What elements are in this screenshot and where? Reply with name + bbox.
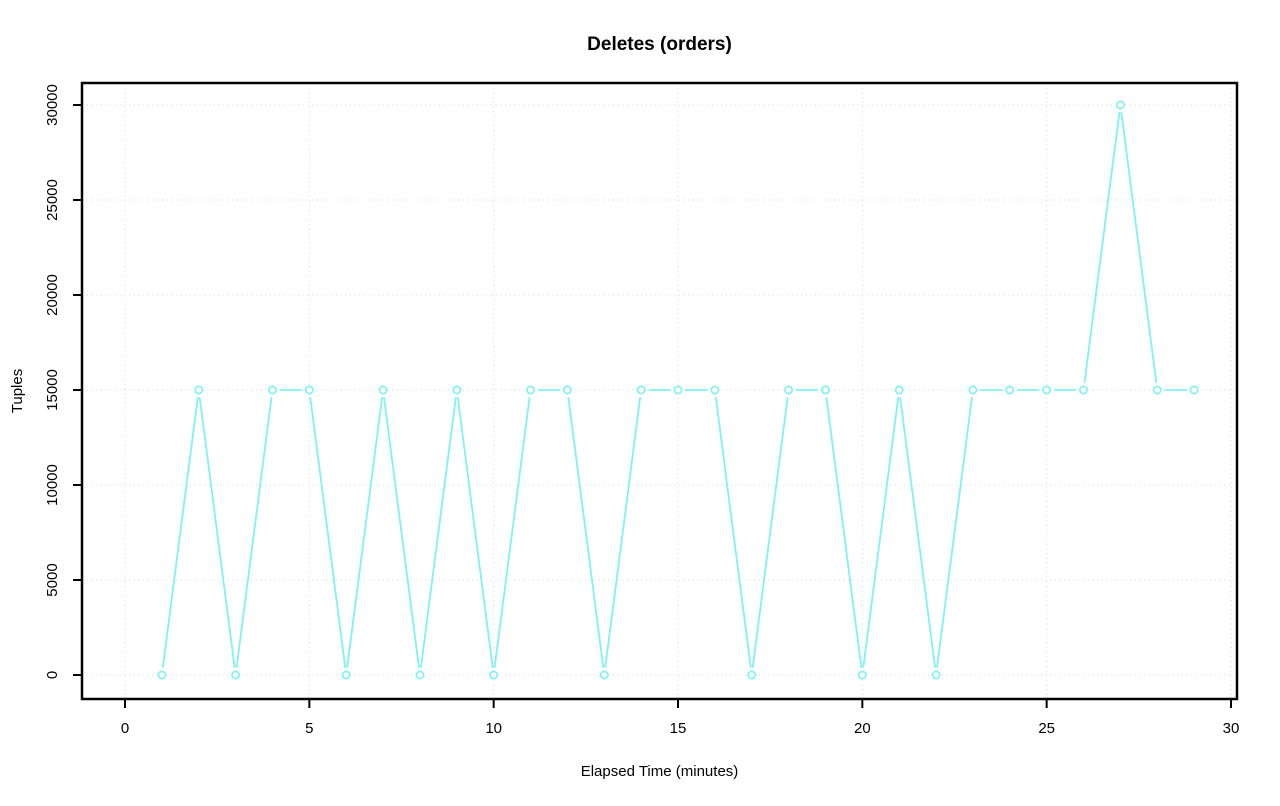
series-line-segment — [235, 397, 273, 668]
data-point-marker — [415, 670, 425, 680]
data-point-marker — [452, 385, 462, 395]
series-line-segment — [456, 397, 494, 668]
data-point-marker — [1042, 385, 1052, 395]
series-line-segment — [604, 397, 642, 668]
data-point-marker — [378, 385, 388, 395]
series-line-segment — [567, 397, 605, 668]
series-line-segment — [383, 397, 420, 668]
data-point-marker — [1189, 385, 1199, 395]
x-tick-label: 30 — [1223, 720, 1240, 737]
data-point-marker — [231, 670, 241, 680]
data-point-marker — [968, 385, 978, 395]
data-point-marker — [268, 385, 277, 395]
data-point-marker — [194, 385, 204, 395]
series-line-segment — [420, 397, 457, 668]
series-line-segment — [1120, 112, 1158, 383]
y-tick-label: 5000 — [44, 563, 61, 596]
data-point-marker — [304, 385, 314, 395]
data-point-marker — [599, 670, 609, 680]
data-point-marker — [636, 385, 646, 395]
tick-layer: 0 5 10 15 20 25 30 0 5000 10000 15000 20000 25000 300… — [44, 84, 1239, 737]
data-point-marker — [747, 670, 757, 680]
data-point-marker — [1005, 385, 1015, 395]
y-tick-label: 25000 — [44, 179, 61, 221]
series-layer — [157, 100, 1199, 680]
x-tick-label: 25 — [1038, 720, 1055, 737]
x-tick-label: 5 — [305, 720, 313, 737]
series-line-segment — [309, 397, 347, 668]
data-point-marker — [526, 385, 535, 395]
x-tick-label: 10 — [485, 720, 502, 737]
series-line-segment — [825, 397, 863, 668]
x-axis-label: Elapsed Time (minutes) — [581, 763, 739, 780]
data-point-marker — [784, 385, 794, 395]
data-point-marker — [1079, 385, 1088, 395]
data-point-marker — [562, 385, 572, 395]
series-line-segment — [862, 397, 900, 668]
series-line-segment — [936, 397, 973, 668]
x-tick-label: 0 — [121, 720, 129, 737]
grid-layer — [82, 83, 1237, 699]
chart-title: Deletes (orders) — [587, 34, 732, 55]
data-point-marker — [341, 670, 351, 680]
data-point-marker — [157, 670, 167, 680]
data-point-marker — [1152, 385, 1162, 395]
data-point-marker — [710, 385, 720, 395]
y-axis-label: Tuples — [9, 369, 26, 413]
data-point-marker — [931, 670, 941, 680]
plot-box — [80, 81, 1239, 701]
series-line-segment — [493, 397, 531, 668]
data-point-marker — [489, 670, 499, 680]
plot-frame-layer — [80, 81, 1239, 701]
y-tick-label: 30000 — [44, 84, 61, 126]
y-tick-label: 10000 — [44, 464, 61, 506]
series-line-segment — [751, 397, 789, 668]
data-point-marker — [894, 385, 904, 395]
series-line-segment — [714, 397, 752, 668]
series-line-segment — [198, 397, 236, 668]
series-line-segment — [161, 397, 199, 668]
series-line-segment — [1083, 112, 1121, 383]
y-tick-label: 20000 — [44, 274, 61, 316]
x-tick-label: 20 — [854, 720, 871, 737]
series-line-segment — [899, 397, 936, 668]
data-point-marker — [857, 670, 867, 680]
data-point-marker — [1115, 100, 1125, 110]
y-tick-label: 0 — [44, 671, 61, 679]
x-tick-label: 15 — [670, 720, 687, 737]
series-line-segment — [346, 397, 383, 668]
data-point-marker — [821, 385, 830, 395]
y-tick-label: 15000 — [44, 369, 61, 411]
data-point-marker — [673, 385, 683, 395]
